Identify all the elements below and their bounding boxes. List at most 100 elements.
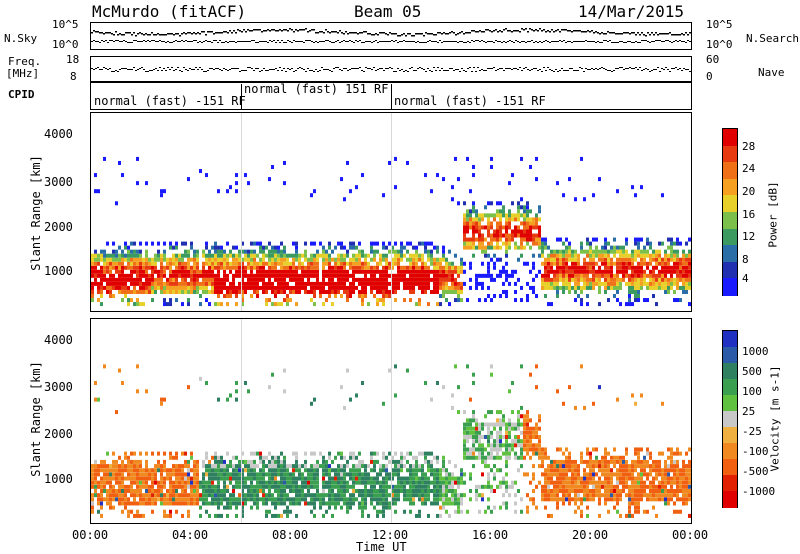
power-cell (199, 294, 202, 299)
power-cell (352, 269, 355, 274)
freq-trace (361, 70, 363, 71)
xtick-0: 00:00 (72, 528, 109, 542)
power-cell (415, 265, 418, 270)
power-cell (316, 273, 319, 278)
power-cell (466, 237, 469, 242)
power-cell (349, 245, 352, 250)
nsearch-trace (129, 42, 131, 43)
velocity-cell (487, 505, 490, 510)
power-cell (157, 277, 160, 282)
nsky-trace (145, 33, 147, 35)
power-cell (277, 281, 280, 286)
velocity-cell (517, 422, 520, 427)
velocity-cell (652, 489, 655, 493)
velocity-cell (202, 459, 205, 464)
velocity-cell (148, 497, 151, 502)
velocity-cell (565, 464, 568, 469)
velocity-cell (406, 368, 409, 373)
power-cell (388, 289, 391, 294)
power-cell (424, 249, 427, 254)
power-cell (592, 269, 595, 274)
velocity-cell (121, 459, 124, 464)
power-cell (487, 261, 490, 266)
velocity-cell (172, 480, 175, 485)
velocity-cell (268, 493, 271, 498)
power-cell (478, 237, 481, 242)
power-cell (460, 257, 463, 262)
nsearch-trace (121, 41, 123, 42)
power-cell (319, 289, 322, 294)
power-cell (490, 241, 493, 246)
power-cell (163, 189, 166, 194)
velocity-cell (274, 489, 277, 493)
velocity-cell (286, 509, 289, 514)
nsky-trace (121, 34, 123, 36)
power-cell (478, 273, 481, 278)
velocity-cell (388, 493, 391, 498)
velocity-cell (475, 493, 478, 498)
power-cell (436, 245, 439, 250)
velocity-cell (115, 464, 118, 469)
freq-trace (357, 68, 359, 69)
velocity-cell (490, 410, 493, 415)
velocity-cell (205, 381, 208, 385)
velocity-cell (373, 484, 376, 489)
velocity-cell (475, 489, 478, 493)
velocity-cell (403, 484, 406, 489)
velocity-cell (574, 480, 577, 485)
velocity-cell (370, 489, 373, 493)
power-cell (259, 265, 262, 270)
power-cell (373, 249, 376, 254)
power-cell (172, 245, 175, 250)
power-cell (307, 273, 310, 278)
power-cell (139, 273, 142, 278)
power-cell (322, 281, 325, 286)
velocity-cell (253, 451, 256, 456)
power-cell (127, 289, 130, 294)
power-cell (547, 281, 550, 286)
velocity-cell (244, 497, 247, 502)
velocity-cell (445, 509, 448, 514)
velocity-cell (412, 501, 415, 506)
power-cell (238, 265, 241, 270)
velocity-cell (232, 484, 235, 489)
power-cell (607, 277, 610, 282)
power-cell (451, 281, 454, 286)
velocity-cell (97, 493, 100, 498)
velocity-cell (112, 451, 115, 456)
freq-trace (193, 69, 195, 70)
power-cell (445, 257, 448, 262)
velocity-cell (328, 464, 331, 469)
velocity-cell (220, 455, 223, 460)
power-cell (634, 273, 637, 278)
power-cell (673, 281, 676, 286)
power-cell (364, 253, 367, 258)
velocity-cell (262, 497, 265, 502)
velocity-cell (568, 455, 571, 460)
velocity-cell (421, 484, 424, 489)
velocity-cell (376, 493, 379, 498)
velocity-cell (139, 476, 142, 481)
power-cell (349, 281, 352, 286)
nsearch-trace (353, 42, 355, 43)
power-cell (115, 265, 118, 270)
velocity-cell (577, 476, 580, 481)
velocity-cell (442, 459, 445, 464)
velocity-cell (352, 476, 355, 481)
velocity-cell (559, 447, 562, 452)
velocity-cell (283, 464, 286, 469)
power-cell (334, 281, 337, 286)
velocity-cell (646, 497, 649, 502)
power-cell (94, 257, 97, 262)
power-cell (304, 269, 307, 274)
velocity-cell (130, 501, 133, 506)
velocity-cell (364, 489, 367, 493)
power-cell (265, 281, 268, 286)
velocity-cell (274, 501, 277, 506)
velocity-cell (643, 455, 646, 460)
velocity-cell (100, 505, 103, 510)
power-cell (409, 265, 412, 270)
power-cell (103, 285, 106, 290)
velocity-cell (664, 476, 667, 481)
power-cell (244, 289, 247, 294)
